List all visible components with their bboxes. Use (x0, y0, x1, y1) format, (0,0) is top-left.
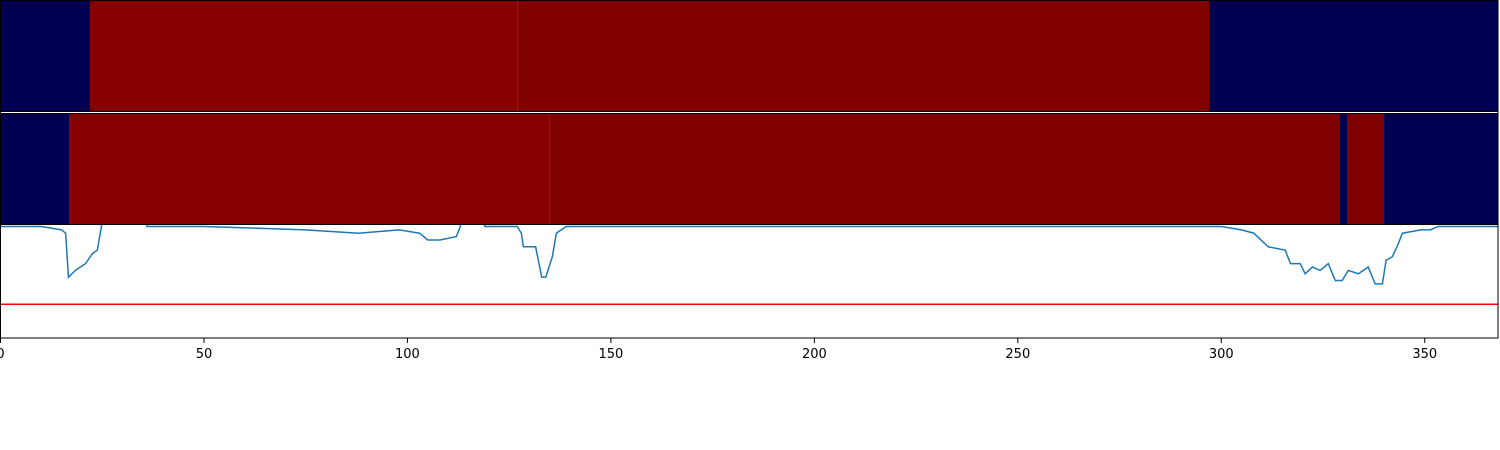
x-tick-label: 250 (1005, 347, 1030, 362)
axes-frame (0, 0, 1499, 339)
x-tick-label: 200 (802, 347, 827, 362)
x-tick-label: 50 (196, 347, 213, 362)
band-segment (549, 113, 1340, 225)
band-segment (1347, 113, 1385, 225)
band-segment (0, 0, 91, 112)
band-segment (0, 113, 70, 225)
band-segment (90, 0, 518, 112)
band-segment (1384, 113, 1498, 225)
x-tick-label: 100 (395, 347, 420, 362)
band-segment (1209, 0, 1498, 112)
x-tick-label: 350 (1412, 347, 1437, 362)
x-tick-label: 300 (1209, 347, 1234, 362)
x-tick-label: 0 (0, 347, 5, 362)
band-segment (517, 0, 1210, 112)
x-tick-label: 150 (598, 347, 623, 362)
band-segment (69, 113, 550, 225)
band-segment (1339, 113, 1348, 225)
